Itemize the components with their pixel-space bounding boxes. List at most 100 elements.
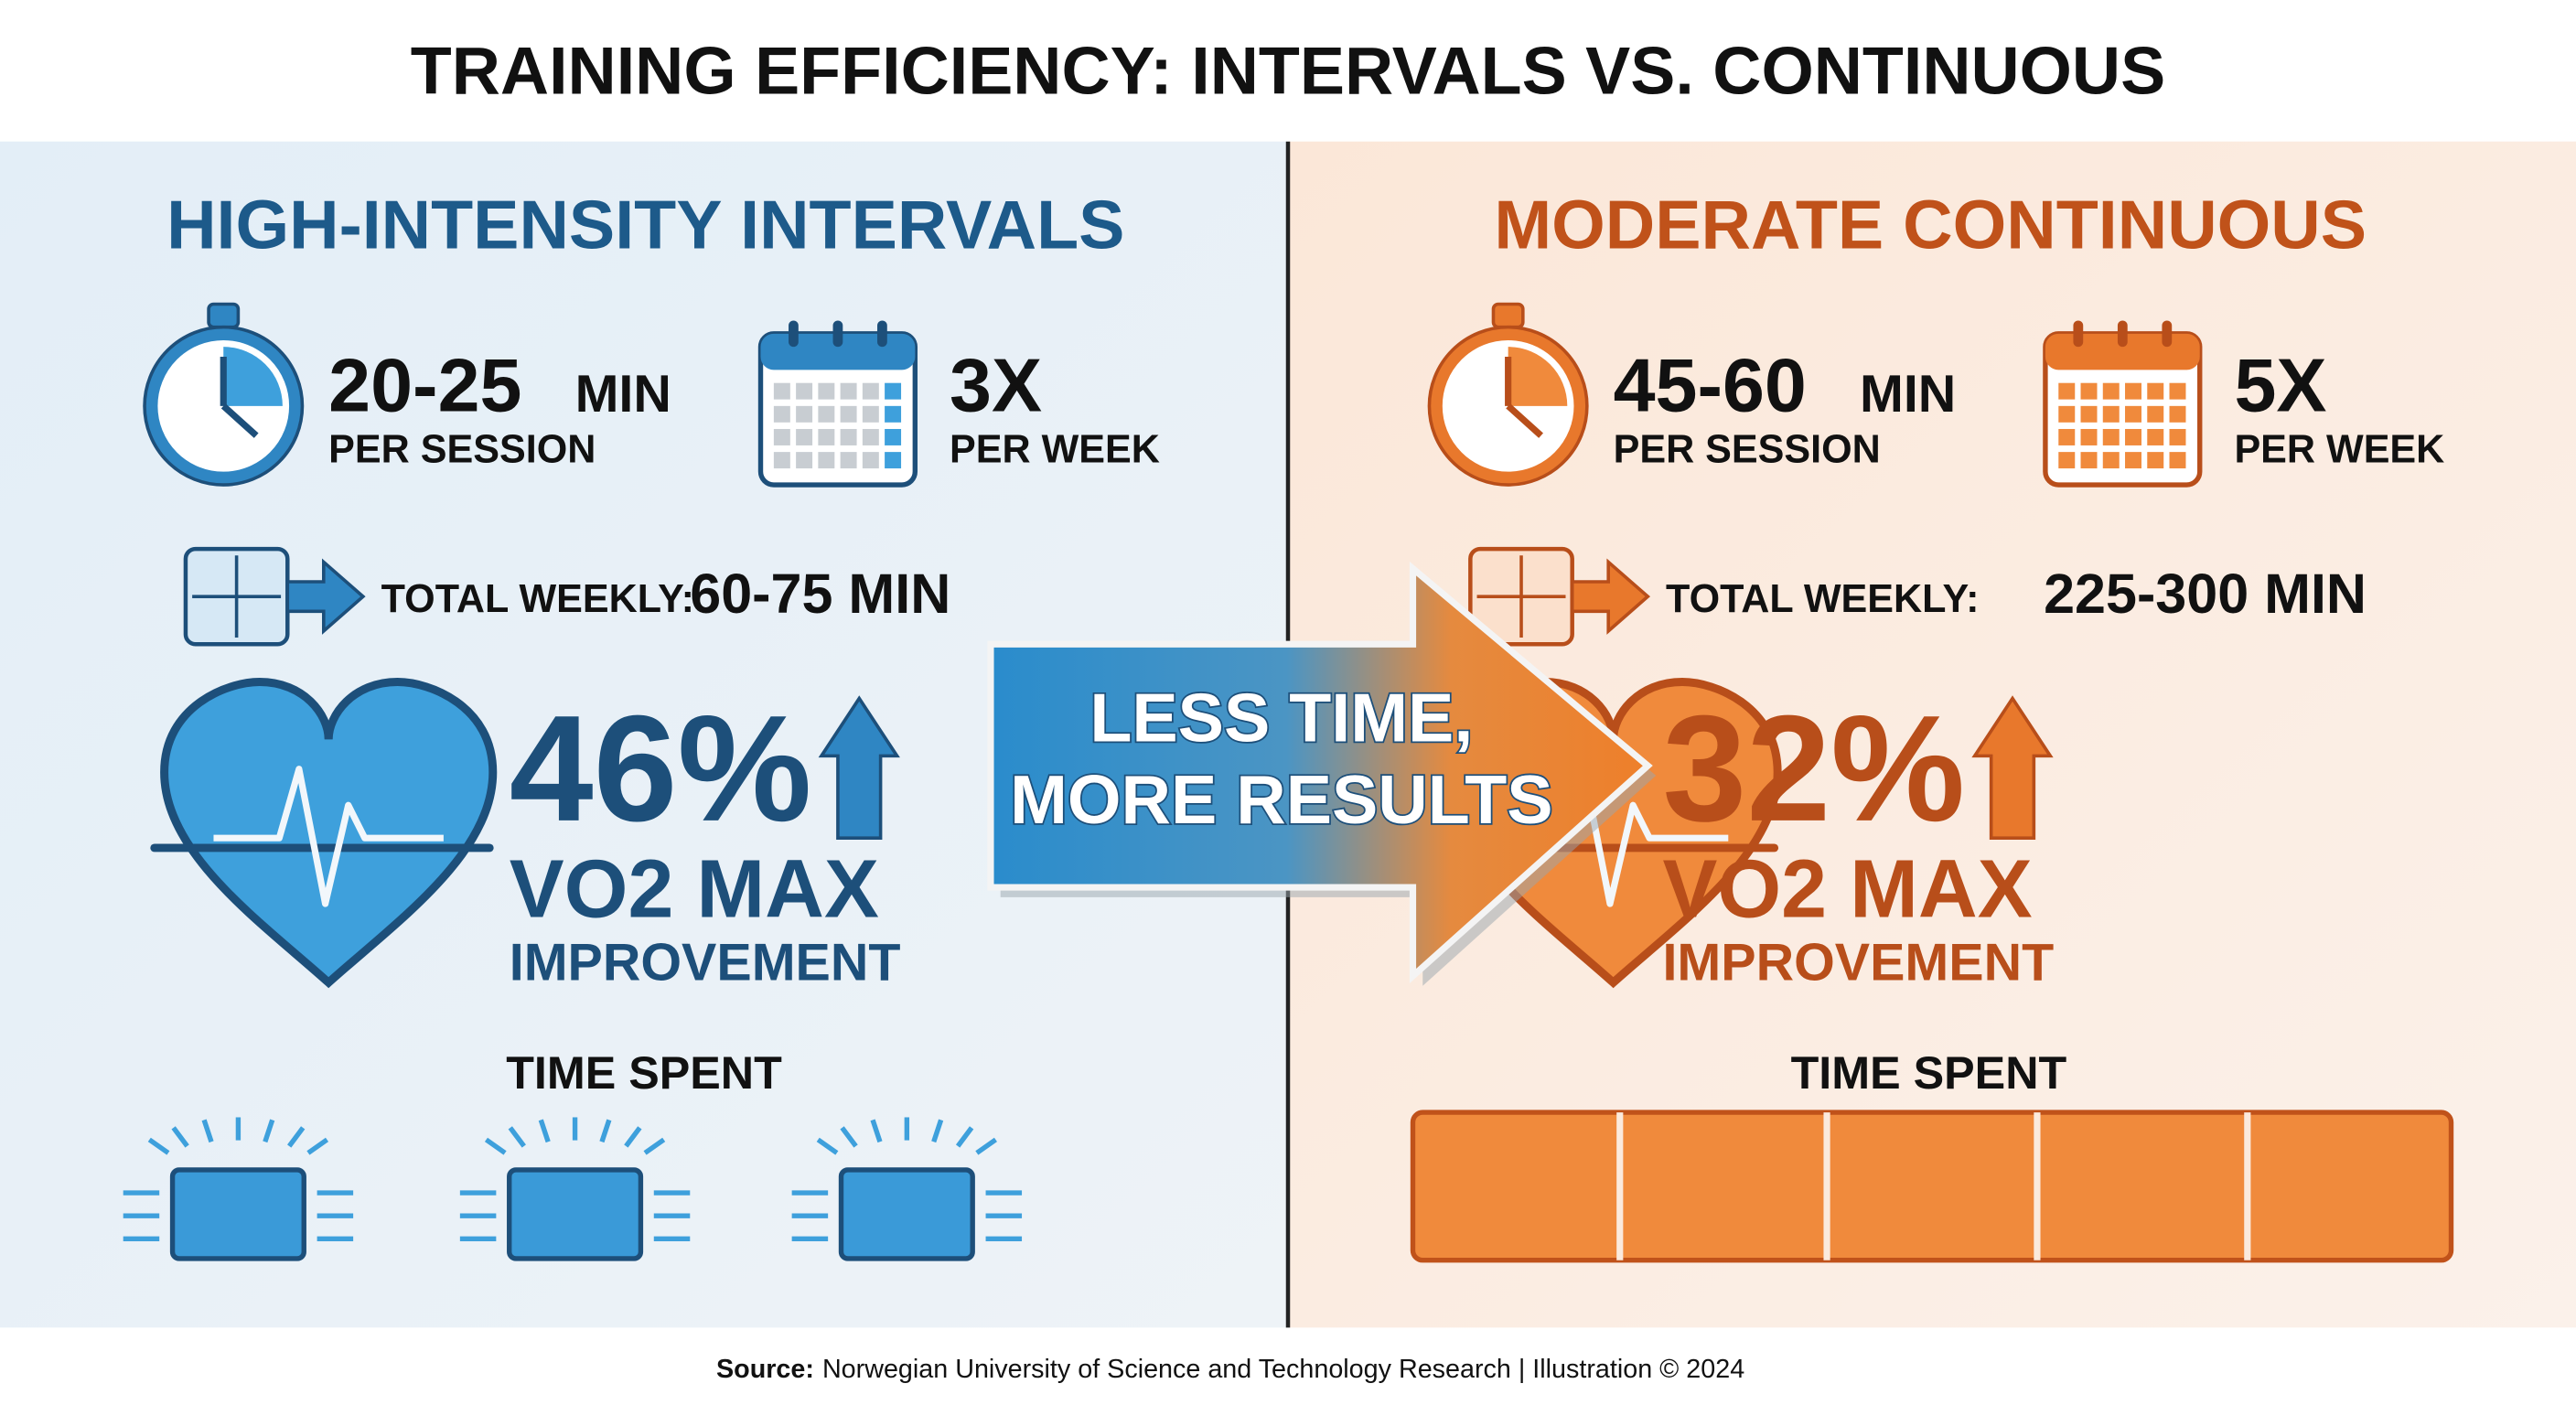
- calendar-day: [885, 405, 902, 423]
- calendar-day: [773, 452, 790, 469]
- calendar-day: [773, 428, 790, 445]
- stopwatch-button: [207, 302, 241, 329]
- source: Source: Norwegian University of Science a…: [716, 1355, 1744, 1384]
- glow-ray: [306, 1137, 329, 1155]
- calendar-day: [840, 405, 857, 423]
- calendar-day: [2080, 452, 2098, 469]
- heart: [160, 678, 498, 989]
- calendar-day: [818, 452, 835, 469]
- calendar-day: [2169, 405, 2186, 423]
- panel-heading: HIGH-INTENSITY INTERVALS: [166, 187, 1124, 263]
- glow-ray: [975, 1137, 997, 1155]
- time-block: [507, 1167, 644, 1261]
- session-label: PER SESSION: [1614, 428, 1881, 472]
- frequency-value: 3X: [950, 343, 1042, 428]
- calendar-ring: [832, 320, 843, 348]
- calendar-day: [2058, 382, 2076, 400]
- calendar-day: [862, 405, 879, 423]
- glow-ray: [599, 1119, 612, 1143]
- calendar-day: [2169, 382, 2186, 400]
- calendar-day: [862, 428, 879, 445]
- calendar-day: [2080, 428, 2098, 445]
- glow-ray: [147, 1137, 170, 1155]
- time-blocks: [123, 1110, 2454, 1263]
- source-text: Norwegian University of Science and Tech…: [822, 1355, 1744, 1384]
- center-arrow: LESS TIME, MORE RESULTS: [987, 561, 1657, 986]
- calendar-day: [2147, 382, 2164, 400]
- stopwatch-ring: [143, 325, 305, 487]
- calendar-day: [2125, 382, 2141, 400]
- calendar-day: [885, 428, 902, 445]
- session-value: 20-25: [328, 343, 521, 428]
- calendar-day: [818, 428, 835, 445]
- stopwatch-wedge: [1508, 347, 1568, 406]
- calendar-day: [885, 452, 902, 469]
- total-label: TOTAL WEEKLY:: [381, 577, 694, 621]
- improvement-sublabel: IMPROVEMENT: [1662, 933, 2054, 992]
- up-arrow: [1971, 695, 2054, 840]
- glow-ray: [287, 1126, 306, 1148]
- stopwatch-hand: [220, 403, 259, 438]
- calendar-day: [796, 452, 813, 469]
- calendar-day: [818, 405, 835, 423]
- pulse-line: [213, 766, 444, 907]
- calendar-day: [2080, 405, 2098, 423]
- stopwatch-wedge: [223, 347, 283, 406]
- source-label: Source:: [716, 1355, 814, 1384]
- stopwatch-ring: [1427, 325, 1589, 487]
- calculator-arrow: [1570, 558, 1651, 635]
- calendar-day: [840, 452, 857, 469]
- calendar-day: [2125, 452, 2141, 469]
- improvement-value: 32%: [1662, 684, 1965, 853]
- session-unit: MIN: [1860, 365, 1956, 424]
- time-block: [838, 1167, 975, 1261]
- glow-ray: [870, 1119, 883, 1143]
- calendar-day: [2058, 405, 2076, 423]
- calendar-day: [2102, 452, 2120, 469]
- improvement-sublabel: IMPROVEMENT: [510, 933, 901, 992]
- glow-ray: [840, 1126, 858, 1148]
- improvement-value: 46%: [510, 684, 812, 853]
- glow-ray: [484, 1137, 507, 1155]
- calendar-day: [796, 405, 813, 423]
- stopwatch-hand: [1506, 403, 1543, 438]
- calendar-day: [2169, 452, 2186, 469]
- calendar-day: [2125, 428, 2141, 445]
- calculator-arrow: [285, 558, 366, 635]
- frequency-label: PER WEEK: [950, 428, 1160, 472]
- session-label: PER SESSION: [328, 428, 596, 472]
- glow-ray: [816, 1137, 839, 1155]
- panel-heading: MODERATE CONTINUOUS: [1494, 187, 2367, 263]
- glow-ray: [643, 1137, 666, 1155]
- calendar-day: [862, 382, 879, 400]
- calendar-ring: [2117, 320, 2128, 348]
- glow-ray: [263, 1119, 275, 1143]
- session-unit: MIN: [575, 365, 671, 424]
- improvement-label: VO2 MAX: [1662, 844, 2032, 936]
- calendar-day: [2125, 405, 2141, 423]
- calendar-day: [2058, 452, 2076, 469]
- calendar-day: [2102, 428, 2120, 445]
- glow-ray: [624, 1126, 642, 1148]
- time-block: [169, 1167, 306, 1261]
- total-value: 225-300 MIN: [2044, 563, 2367, 625]
- stopwatch-button: [1491, 302, 1525, 329]
- total-label: TOTAL WEEKLY:: [1666, 577, 1979, 621]
- calendar-day: [796, 428, 813, 445]
- arrow-text: MORE RESULTS: [1010, 761, 1552, 838]
- calendar-day: [840, 428, 857, 445]
- frequency-value: 5X: [2234, 343, 2326, 428]
- glow-ray: [955, 1126, 974, 1148]
- glow-ray: [201, 1119, 214, 1143]
- up-arrow: [818, 695, 900, 840]
- calendar-ring: [2073, 320, 2084, 348]
- frequency-label: PER WEEK: [2234, 428, 2444, 472]
- calendar-top: [2045, 333, 2200, 370]
- calendar-day: [773, 382, 790, 400]
- time-label: TIME SPENT: [506, 1046, 782, 1099]
